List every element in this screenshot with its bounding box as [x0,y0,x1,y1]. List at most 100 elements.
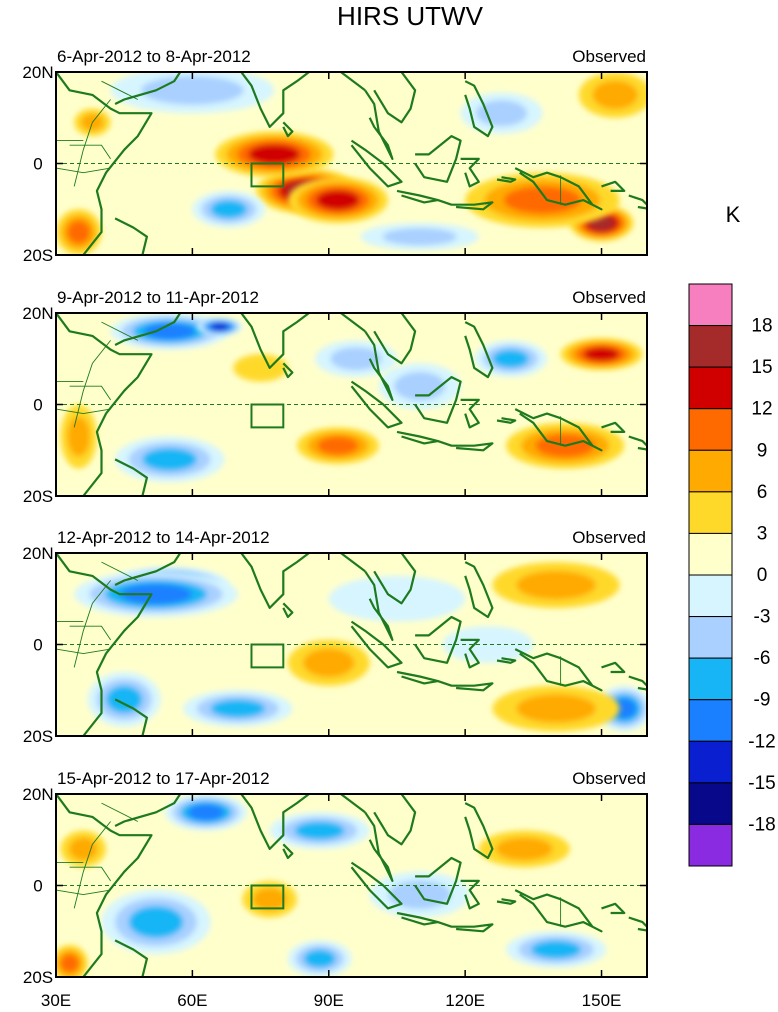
coastline [114,939,148,977]
contour-6 [516,694,596,723]
coastline [373,553,417,605]
panel-4: 20N 0 20S 15-Apr-2012 to 17-Apr-2012 Observe… [22,769,648,987]
contour--9 [303,949,336,968]
contour-6 [252,887,287,911]
coastline [350,139,403,188]
coastline [601,180,626,192]
coastline [437,440,494,452]
contour-9 [317,436,359,455]
coastline [628,916,647,932]
panel-right-title: Observed [572,288,646,307]
y-tick-label: 20S [23,727,53,746]
chart-title: HIRS UTWV [337,1,484,31]
contour--3 [328,575,466,622]
coastline [464,802,494,860]
coastline [282,843,294,860]
contour-12 [583,347,620,362]
coastline [601,902,626,915]
panel-left-title: 12-Apr-2012 to 14-Apr-2012 [57,528,270,547]
country-border [56,648,111,655]
coastline [364,570,394,642]
contour-9 [67,220,91,244]
x-tick-label: 90E [314,991,344,1010]
colorbar-box [688,366,733,410]
panel-left-title: 6-Apr-2012 to 8-Apr-2012 [57,47,251,66]
country-border [56,889,111,896]
colorbar-label: 3 [757,523,768,544]
panel-left-title: 15-Apr-2012 to 17-Apr-2012 [57,769,270,788]
colorbar-label: -18 [748,814,775,835]
x-tick-label: 60E [177,991,207,1010]
country-border [56,167,111,174]
coastline [437,680,494,692]
coastline [460,398,480,429]
coastline [239,313,366,369]
panel-left-title: 9-Apr-2012 to 11-Apr-2012 [57,288,259,307]
colorbar-label: 18 [751,316,772,337]
coastline [414,376,462,424]
colorbar-box [688,657,733,701]
coastline [514,648,603,692]
coastlines [56,553,647,736]
contour--9 [210,699,266,718]
coastline [282,362,294,379]
coastline [239,553,366,610]
country-border [69,866,111,882]
colorbar-box [688,574,733,618]
coastline [496,176,517,183]
coastline [460,638,480,669]
contour-9 [503,186,582,214]
coastline [373,794,417,846]
colorbar-label: -3 [754,607,771,628]
panel-right-title: Observed [572,47,646,66]
y-tick-label: 0 [33,155,42,174]
panels: 20N 0 20S 6-Apr-2012 to 8-Apr-2012 Observed 2… [22,47,648,987]
country-border [101,802,139,822]
contour--6 [330,347,382,371]
y-tick-label: 0 [33,877,42,896]
coastline [437,921,494,933]
colorbar-box [688,408,733,451]
study-box [250,884,285,910]
colorbar-label: -9 [754,690,771,711]
x-tick-label: 150E [582,991,622,1010]
contour-6 [69,837,98,861]
colorbar-label: -12 [748,731,775,752]
contour-6 [592,80,638,110]
y-tick-label: 0 [33,636,42,655]
coastline [350,380,403,429]
panel-2: 20N 0 20S 9-Apr-2012 to 11-Apr-2012 Observed [22,288,648,506]
coastline [464,561,494,619]
contour--9 [128,906,184,939]
colorbar-box [688,449,733,493]
contour--6 [141,76,244,105]
colorbar-box [688,823,733,867]
coastline [114,698,148,736]
coastline [514,408,603,452]
coastline [496,417,517,424]
panel-right-title: Observed [572,528,646,547]
country-border [101,561,139,581]
coastline [364,89,394,160]
coastline [114,217,148,255]
colorbar-label: -6 [754,648,771,669]
contour-12 [248,144,301,165]
coastline [114,553,182,586]
coastline [373,72,417,124]
panel-3: 20N 0 20S 12-Apr-2012 to 14-Apr-2012 Observe… [22,528,648,746]
country-border [73,821,111,909]
coastline [464,80,494,138]
coastline [460,157,480,188]
country-border [73,99,111,187]
contour--12 [612,698,637,719]
y-tick-label: 0 [33,396,42,415]
colorbar-label: 12 [751,399,772,420]
y-tick-label: 20N [22,304,53,323]
contour--12 [188,804,224,821]
coastline [114,72,182,105]
contour--12 [143,323,196,340]
y-tick-label: 20N [22,63,53,82]
study-box [250,403,285,429]
country-border [69,144,111,160]
